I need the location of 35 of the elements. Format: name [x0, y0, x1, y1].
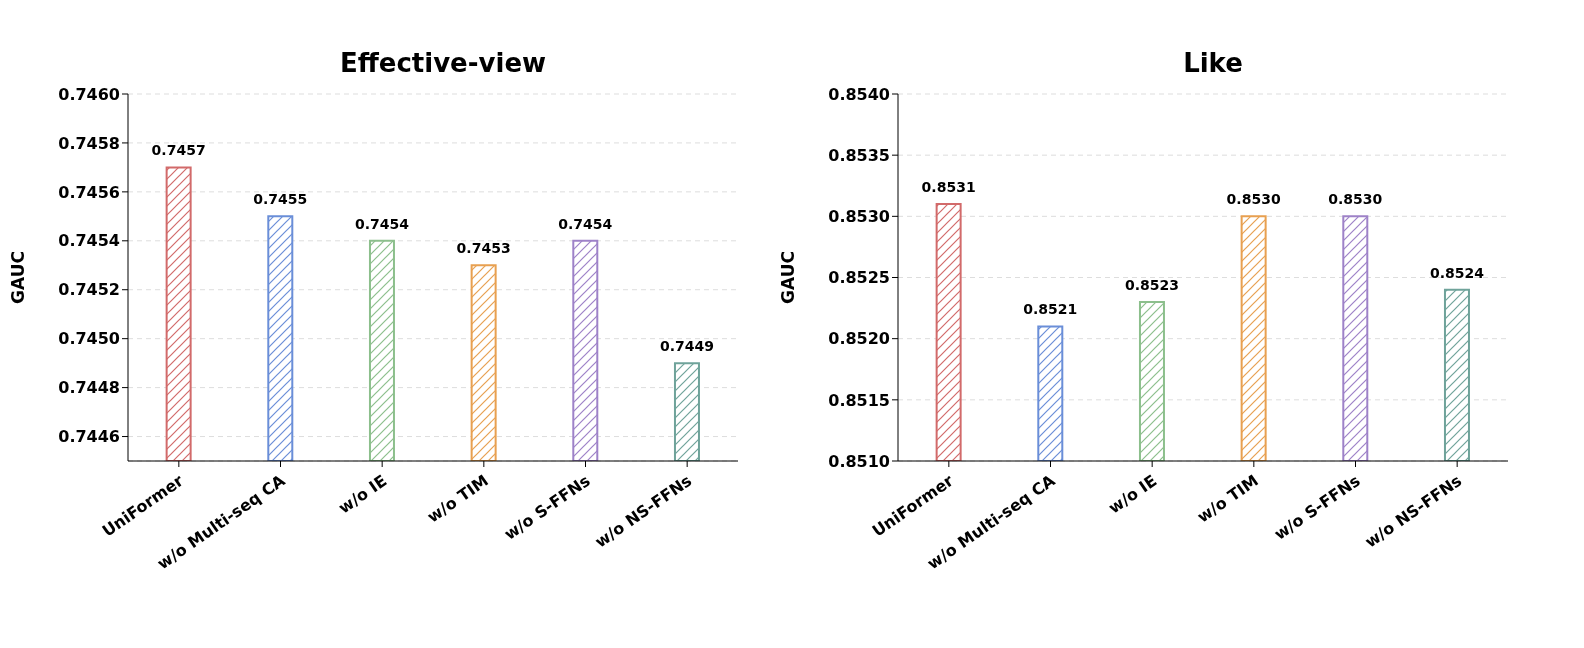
x-tick-label: w/o TIM [423, 470, 492, 527]
y-tick-label: 0.8535 [828, 145, 890, 165]
data-label: 0.7455 [253, 191, 308, 208]
y-axis-title: GAUC [8, 251, 29, 304]
chart-title: Like [1182, 47, 1244, 80]
data-label: 0.8530 [1328, 191, 1383, 208]
data-label: 0.7449 [659, 338, 714, 355]
y-tick-label: 0.8515 [828, 390, 890, 410]
y-tick-label: 0.7448 [58, 378, 120, 398]
y-tick-label: 0.8530 [828, 207, 890, 227]
y-tick-label: 0.7456 [58, 182, 120, 202]
x-tick-label: w/o TIM [1193, 470, 1262, 527]
data-label: 0.8531 [921, 179, 976, 196]
data-label: 0.8523 [1124, 276, 1179, 293]
data-label: 0.8521 [1023, 301, 1078, 318]
y-tick-label: 0.8510 [828, 451, 890, 471]
data-label: 0.7454 [354, 215, 410, 232]
x-tick-label: w/o IE [1105, 470, 1161, 518]
y-tick-label: 0.7458 [58, 133, 120, 153]
data-label: 0.8530 [1226, 191, 1281, 208]
y-axis-title: GAUC [778, 251, 799, 304]
y-tick-label: 0.7452 [58, 280, 120, 300]
data-label: 0.7453 [456, 240, 511, 257]
y-tick-label: 0.8540 [828, 84, 890, 104]
chart-title: Effective-view [338, 47, 548, 80]
y-tick-label: 0.8525 [828, 268, 890, 288]
y-tick-label: 0.7450 [58, 329, 120, 349]
y-tick-label: 0.8520 [828, 329, 890, 349]
y-tick-label: 0.7460 [58, 84, 120, 104]
data-label: 0.7454 [558, 215, 613, 232]
data-label: 0.8524 [1429, 264, 1485, 281]
data-label: 0.7457 [151, 142, 206, 159]
y-tick-label: 0.7446 [58, 427, 120, 447]
y-tick-label: 0.7454 [58, 231, 120, 251]
x-tick-label: w/o IE [335, 470, 391, 518]
